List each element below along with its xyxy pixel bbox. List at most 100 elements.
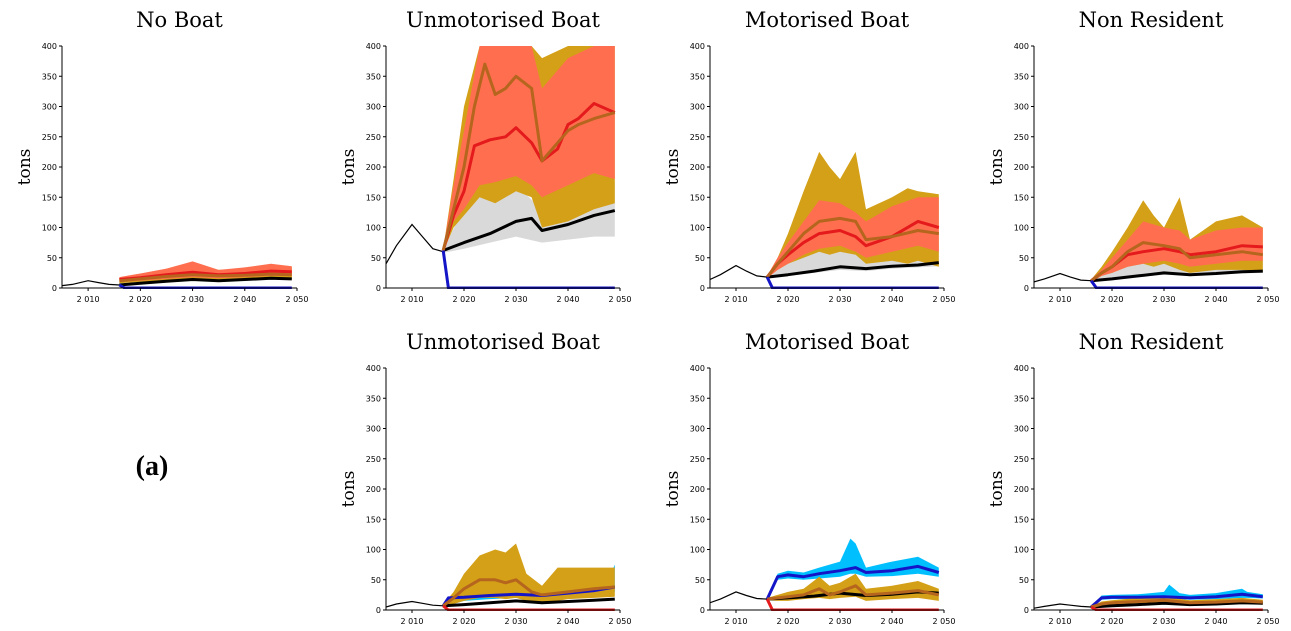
x-tick-label: 2 050 xyxy=(609,617,632,626)
black-series-line xyxy=(1091,269,1263,283)
y-axis-label: tons xyxy=(663,471,683,508)
y-tick-label: 100 xyxy=(690,224,705,233)
y-tick-label: 300 xyxy=(690,425,705,434)
x-tick-label: 2 050 xyxy=(933,617,956,626)
y-tick-label: 150 xyxy=(366,193,381,202)
y-tick-label: 0 xyxy=(700,606,705,615)
y-tick-label: 250 xyxy=(690,455,705,464)
x-tick-label: 2 030 xyxy=(505,295,528,304)
y-tick-label: 400 xyxy=(1014,42,1029,51)
y-axis-label: tons xyxy=(339,471,359,508)
history-line xyxy=(1034,272,1092,283)
panel-title: Non Resident xyxy=(1079,330,1224,354)
x-tick-label: 2 050 xyxy=(933,295,956,304)
x-tick-label: 2 030 xyxy=(1153,295,1176,304)
orange-series-line xyxy=(1090,598,1263,609)
black-series-line xyxy=(1091,601,1263,609)
red-series-line xyxy=(442,604,615,611)
x-tick-label: 2 040 xyxy=(1205,295,1228,304)
x-tick-label: 2 050 xyxy=(1257,295,1280,304)
x-tick-label: 2 030 xyxy=(1153,617,1176,626)
chart-panel-7: 0 50 100 150 200 250 300 350 400 2 010 2 020 2 030 2… xyxy=(987,330,1279,626)
panel-title: Unmotorised Boat xyxy=(406,330,601,354)
blue-series-line xyxy=(765,276,939,289)
x-tick-label: 2 040 xyxy=(881,617,904,626)
y-tick-label: 100 xyxy=(1014,224,1029,233)
y-tick-label: 400 xyxy=(366,364,381,373)
y-tick-label: 350 xyxy=(1014,394,1029,403)
black-series-line xyxy=(443,597,615,608)
y-tick-label: 100 xyxy=(42,224,57,233)
y-tick-label: 300 xyxy=(1014,425,1029,434)
plot-area xyxy=(1034,197,1264,289)
y-tick-label: 200 xyxy=(1014,163,1029,172)
x-tick-label: 2 010 xyxy=(1049,617,1072,626)
y-axis-label: tons xyxy=(987,471,1007,508)
x-tick-label: 2 050 xyxy=(1257,617,1280,626)
x-tick-label: 2 010 xyxy=(401,617,424,626)
x-tick-label: 2 040 xyxy=(1205,617,1228,626)
orange-series-line xyxy=(119,272,292,283)
y-tick-label: 0 xyxy=(1024,284,1029,293)
y-tick-label: 250 xyxy=(366,133,381,142)
blue-series-line xyxy=(441,250,615,289)
red-band xyxy=(443,46,615,252)
orange-series-line xyxy=(1090,241,1264,282)
chart-panel-5: 0 50 100 150 200 250 300 350 400 2 010 2 020 2 030 2… xyxy=(339,330,631,626)
chart-panel-1: 0 50 100 150 200 250 300 350 400 2 010 2 020 2 030 2… xyxy=(15,8,308,304)
y-tick-label: 0 xyxy=(376,606,381,615)
history-line xyxy=(710,264,768,281)
history-line xyxy=(1034,603,1092,609)
x-tick-label: 2 040 xyxy=(233,295,256,304)
chart-panel-6: 0 50 100 150 200 250 300 350 400 2 010 2 020 2 030 2… xyxy=(663,330,955,626)
x-tick-label: 2 030 xyxy=(181,295,204,304)
x-tick-label: 2 030 xyxy=(829,617,852,626)
y-tick-label: 250 xyxy=(690,133,705,142)
x-tick-label: 2 020 xyxy=(1101,295,1124,304)
x-tick-label: 2 010 xyxy=(401,295,424,304)
x-tick-label: 2 040 xyxy=(881,295,904,304)
y-axis-label: tons xyxy=(339,149,359,186)
x-tick-label: 2 040 xyxy=(557,295,580,304)
y-tick-label: 350 xyxy=(690,394,705,403)
y-tick-label: 350 xyxy=(366,72,381,81)
x-tick-label: 2 030 xyxy=(505,617,528,626)
y-tick-label: 0 xyxy=(700,284,705,293)
black-series-line xyxy=(119,276,292,287)
y-tick-label: 50 xyxy=(695,576,705,585)
y-tick-label: 400 xyxy=(690,364,705,373)
y-tick-label: 150 xyxy=(690,515,705,524)
y-tick-label: 50 xyxy=(371,254,381,263)
panel-title: Unmotorised Boat xyxy=(406,8,601,32)
blue-series-line xyxy=(765,564,940,600)
plot-area xyxy=(62,261,292,289)
x-tick-label: 2 020 xyxy=(453,295,476,304)
panel-title: Motorised Boat xyxy=(745,330,910,354)
y-tick-label: 100 xyxy=(366,224,381,233)
y-tick-label: 400 xyxy=(42,42,57,51)
x-tick-label: 2 040 xyxy=(557,617,580,626)
y-tick-label: 250 xyxy=(366,455,381,464)
y-tick-label: 0 xyxy=(376,284,381,293)
y-tick-label: 200 xyxy=(690,163,705,172)
y-tick-label: 150 xyxy=(42,193,57,202)
x-tick-label: 2 020 xyxy=(1101,617,1124,626)
panel-title: Motorised Boat xyxy=(745,8,910,32)
x-tick-label: 2 020 xyxy=(777,295,800,304)
y-tick-label: 200 xyxy=(42,163,57,172)
y-tick-label: 400 xyxy=(366,42,381,51)
black-series-line xyxy=(442,209,616,252)
y-tick-label: 50 xyxy=(1019,576,1029,585)
y-tick-label: 300 xyxy=(1014,103,1029,112)
x-tick-label: 2 050 xyxy=(609,295,632,304)
y-tick-label: 400 xyxy=(690,42,705,51)
y-tick-label: 150 xyxy=(366,515,381,524)
x-tick-label: 2 010 xyxy=(725,295,748,304)
orange-series-line xyxy=(767,584,940,601)
y-tick-label: 400 xyxy=(1014,364,1029,373)
x-tick-label: 2 010 xyxy=(1049,295,1072,304)
y-tick-label: 300 xyxy=(690,103,705,112)
y-tick-label: 300 xyxy=(366,425,381,434)
y-tick-label: 50 xyxy=(695,254,705,263)
